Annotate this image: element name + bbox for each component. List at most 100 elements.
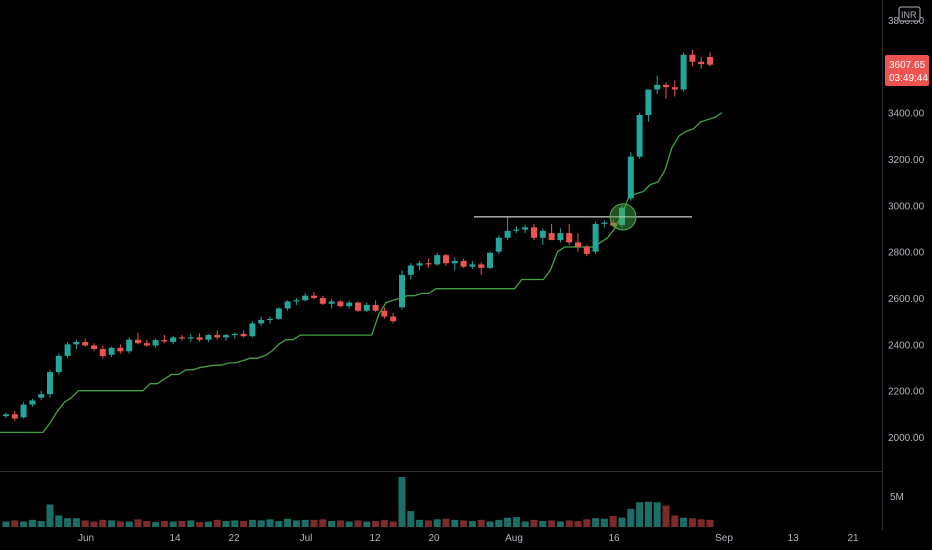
volume-bar xyxy=(328,520,336,527)
candle-up xyxy=(504,216,511,241)
candle-body xyxy=(399,274,405,308)
candle-body xyxy=(55,355,62,373)
countdown-label: 03:49:44 xyxy=(889,73,928,84)
trailing-stop-path xyxy=(0,112,723,434)
time-tick-label: Jun xyxy=(78,533,94,544)
volume-bar xyxy=(424,520,432,527)
candle-body xyxy=(531,227,537,238)
candle-body xyxy=(82,342,89,346)
volume-bar xyxy=(125,521,133,527)
candle-down xyxy=(372,300,379,312)
volume-bar xyxy=(407,511,415,527)
time-tick-label: Aug xyxy=(505,533,523,544)
candle-down xyxy=(425,258,432,268)
volume-bar xyxy=(662,505,670,527)
volume-bar xyxy=(389,521,397,527)
candle-up xyxy=(302,293,309,302)
volume-bar xyxy=(653,502,661,527)
candle-up xyxy=(557,228,564,243)
price-tick-label: 3000.00 xyxy=(888,201,925,212)
candle-down xyxy=(82,338,89,347)
trailing-stop-line xyxy=(0,112,723,434)
candle-body xyxy=(293,300,300,302)
candle-body xyxy=(645,89,652,115)
volume-bar xyxy=(565,520,573,527)
candle-body xyxy=(478,264,485,268)
price-tick-label: 2600.00 xyxy=(888,294,925,305)
volume-bar xyxy=(609,516,617,527)
candle-up xyxy=(258,316,265,326)
volume-bar xyxy=(20,521,28,527)
price-pane[interactable] xyxy=(0,50,723,434)
candle-up xyxy=(64,342,71,359)
candle-body xyxy=(170,337,177,343)
candle-body xyxy=(3,414,9,417)
volume-bar xyxy=(618,517,626,527)
candle-body xyxy=(671,87,678,90)
candle-body xyxy=(214,335,221,338)
candle-body xyxy=(337,301,344,307)
volume-bar xyxy=(644,501,652,527)
currency-badge-label: INR xyxy=(901,10,917,20)
candle-up xyxy=(539,228,546,245)
candle-up xyxy=(346,300,353,309)
candle-down xyxy=(91,343,97,352)
candle-body xyxy=(29,400,36,405)
candle-down xyxy=(460,258,467,268)
candle-up xyxy=(619,205,625,228)
volume-bar xyxy=(160,520,168,527)
candle-body xyxy=(91,345,97,349)
volume-bar xyxy=(108,520,116,527)
candle-up xyxy=(170,336,177,345)
candle-body xyxy=(161,340,168,342)
price-tick-label: 2400.00 xyxy=(888,340,925,351)
volume-bar xyxy=(222,520,230,527)
candle-down xyxy=(135,332,141,345)
volume-bar xyxy=(574,520,582,527)
volume-bar xyxy=(240,520,248,527)
volume-bar xyxy=(134,519,142,527)
candle-body xyxy=(460,260,467,267)
volume-bar xyxy=(37,520,45,527)
candle-down xyxy=(319,295,326,305)
volume-bar xyxy=(451,519,459,527)
volume-bar xyxy=(301,519,309,527)
price-tick-label: 3400.00 xyxy=(888,109,925,120)
candle-down xyxy=(583,244,590,257)
candle-up xyxy=(126,337,133,354)
candle-up xyxy=(636,112,643,159)
volume-bar xyxy=(2,521,10,527)
candle-down xyxy=(143,339,150,347)
time-tick-label: 12 xyxy=(369,533,381,544)
candle-body xyxy=(495,237,502,252)
volume-bar xyxy=(336,520,344,527)
candle-up xyxy=(47,369,53,398)
time-axis[interactable]: Jun 14 22 Jul 12 20 Aug 16 Sep 13 21 xyxy=(78,533,859,544)
volume-bar xyxy=(275,520,283,527)
candle-up xyxy=(522,225,529,234)
time-tick-label: 14 xyxy=(169,533,181,544)
candle-body xyxy=(698,61,705,65)
candle-up xyxy=(601,220,608,228)
candle-down xyxy=(575,233,581,252)
price-tick-label: 2200.00 xyxy=(888,387,925,398)
candle-body xyxy=(187,337,194,339)
candle-body xyxy=(38,394,45,398)
candle-body xyxy=(346,302,353,307)
candle-body xyxy=(575,242,581,248)
volume-bar xyxy=(248,519,256,527)
candle-down xyxy=(663,82,669,99)
candle-body xyxy=(610,222,617,226)
candle-body xyxy=(240,333,247,337)
candle-down xyxy=(337,300,344,308)
candle-body xyxy=(73,342,80,345)
volume-bar xyxy=(671,515,679,527)
candle-up xyxy=(223,333,229,341)
candlestick-series[interactable] xyxy=(3,50,713,421)
currency-badge[interactable]: INR xyxy=(898,6,921,22)
candle-body xyxy=(689,54,696,62)
candle-down xyxy=(355,301,361,312)
candle-down xyxy=(671,80,678,97)
time-tick-label: 21 xyxy=(847,533,859,544)
